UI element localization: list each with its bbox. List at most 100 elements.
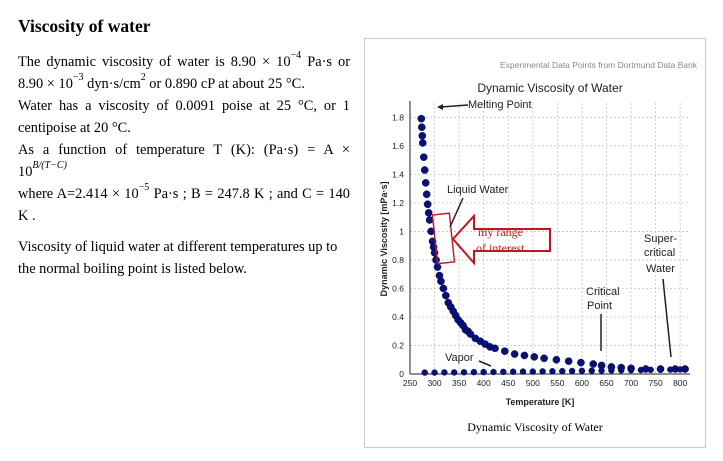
- constants-line-2: K .: [18, 208, 36, 224]
- data-point: [564, 357, 573, 365]
- viscosity-figure: Experimental Data Points from Dortmund D…: [364, 38, 706, 448]
- data-point: [647, 366, 654, 374]
- body-text: The dynamic viscosity of water is 8.90 ×…: [18, 51, 350, 280]
- chart-title: Dynamic Viscosity of Water: [477, 81, 622, 95]
- poise-sentence-line-2: centipoise at 20 °C.: [18, 120, 131, 136]
- data-point: [451, 369, 458, 376]
- figure-caption: Dynamic Viscosity of Water: [467, 420, 603, 434]
- data-point: [424, 209, 433, 217]
- data-point: [480, 368, 487, 376]
- x-tick-label: 650: [599, 378, 613, 388]
- supercritical-label-line-1: Super-: [644, 233, 677, 245]
- range-of-interest-arrow-icon: [451, 213, 551, 266]
- data-point: [417, 123, 426, 132]
- data-point: [491, 344, 499, 353]
- data-point: [552, 355, 561, 364]
- data-point: [460, 369, 468, 376]
- data-point: [627, 366, 635, 374]
- data-point: [470, 368, 478, 376]
- critical-point-label-line-1: Critical: [586, 286, 620, 298]
- formula-line-1: As a function of temperature T (K): (Pa·…: [18, 142, 350, 158]
- data-point: [667, 366, 674, 373]
- supercritical-label-line-2: critical: [644, 247, 675, 259]
- viscosity-chart: Experimental Data Points from Dortmund D…: [379, 60, 698, 407]
- data-point: [418, 139, 427, 147]
- data-point: [589, 360, 598, 368]
- data-point: [509, 368, 517, 375]
- liquid-water-arrow-icon: [449, 197, 464, 228]
- data-point: [421, 179, 430, 187]
- melting-point-arrow-icon: [440, 104, 469, 108]
- data-point: [421, 369, 428, 376]
- range-annotation-line-1: my range: [478, 225, 523, 239]
- liquid-water-label: Liquid Water: [447, 184, 509, 196]
- x-tick-label: 700: [624, 378, 638, 388]
- data-point: [529, 368, 537, 375]
- melting-point-label: Melting Point: [468, 99, 532, 111]
- data-point: [637, 366, 645, 374]
- x-tick-label: 800: [673, 378, 687, 388]
- data-point: [539, 368, 546, 375]
- data-points: [417, 114, 689, 376]
- y-tick-label: 0.2: [392, 340, 404, 350]
- y-tick-label: 0.4: [392, 312, 404, 322]
- y-tick-label: 1.2: [392, 198, 404, 208]
- data-point: [466, 330, 475, 338]
- x-tick-label: 550: [550, 378, 564, 388]
- data-point: [422, 190, 431, 199]
- y-tick-label: 0: [399, 369, 404, 379]
- viscosity-sentence-line-2: 8.90 × 10−3 dyn·s/cm2 or 0.890 cP at abo…: [18, 72, 305, 92]
- data-point: [568, 367, 576, 375]
- data-point: [608, 367, 615, 374]
- data-point: [419, 153, 428, 161]
- x-tick-label: 350: [452, 378, 466, 388]
- data-point: [441, 369, 448, 376]
- x-tick-label: 250: [403, 378, 417, 388]
- data-point: [439, 284, 448, 293]
- constants-line-1: where A=2.414 × 10−5 Pa·s ; B = 247.8 K …: [18, 182, 351, 202]
- table-intro-line-1: Viscosity of liquid water at different t…: [18, 239, 338, 255]
- data-point: [657, 366, 664, 373]
- data-point: [578, 367, 586, 375]
- viscosity-sentence-line-1: The dynamic viscosity of water is 8.90 ×…: [18, 50, 351, 70]
- data-point: [618, 367, 625, 374]
- data-point: [437, 277, 445, 286]
- data-point: [501, 347, 509, 355]
- x-tick-label: 300: [427, 378, 441, 388]
- tick-labels: 250 300 350 400 450 500 550 600 650 700 750 800 0 0.2…: [392, 112, 687, 388]
- grid: [409, 103, 690, 375]
- data-point: [559, 367, 566, 375]
- x-axis-label: Temperature [K]: [506, 397, 575, 407]
- data-point: [420, 166, 429, 174]
- data-point: [442, 291, 450, 300]
- range-annotation-line-2: of interest: [476, 241, 525, 255]
- data-point: [681, 366, 689, 373]
- data-point: [577, 358, 585, 367]
- supercritical-arrow-icon: [662, 278, 672, 358]
- source-note: Experimental Data Points from Dortmund D…: [500, 60, 698, 70]
- poise-sentence-line-1: Water has a viscosity of 0.0091 poise at…: [18, 98, 350, 114]
- x-tick-label: 400: [477, 378, 491, 388]
- vapor-label: Vapor: [445, 352, 474, 364]
- y-tick-label: 1.8: [392, 112, 404, 122]
- x-tick-label: 450: [501, 378, 515, 388]
- table-intro-line-2: the normal boiling point is listed below…: [18, 261, 247, 277]
- data-point: [432, 256, 440, 264]
- data-point: [519, 368, 527, 375]
- critical-point-label-line-2: Point: [587, 300, 612, 312]
- data-point: [510, 350, 519, 358]
- data-point: [520, 351, 529, 360]
- data-point: [549, 368, 556, 375]
- page-heading: Viscosity of water: [18, 16, 151, 36]
- vapor-arrow-icon: [478, 360, 492, 367]
- y-tick-label: 1: [399, 226, 404, 236]
- x-tick-label: 750: [649, 378, 663, 388]
- y-tick-label: 1.6: [392, 141, 404, 151]
- y-tick-label: 0.6: [392, 283, 404, 293]
- data-point: [500, 368, 507, 376]
- y-tick-label: 1.4: [392, 169, 404, 179]
- y-tick-label: 0.8: [392, 255, 404, 265]
- supercritical-label-line-3: Water: [646, 263, 675, 275]
- data-point: [490, 368, 497, 376]
- x-tick-label: 600: [575, 378, 589, 388]
